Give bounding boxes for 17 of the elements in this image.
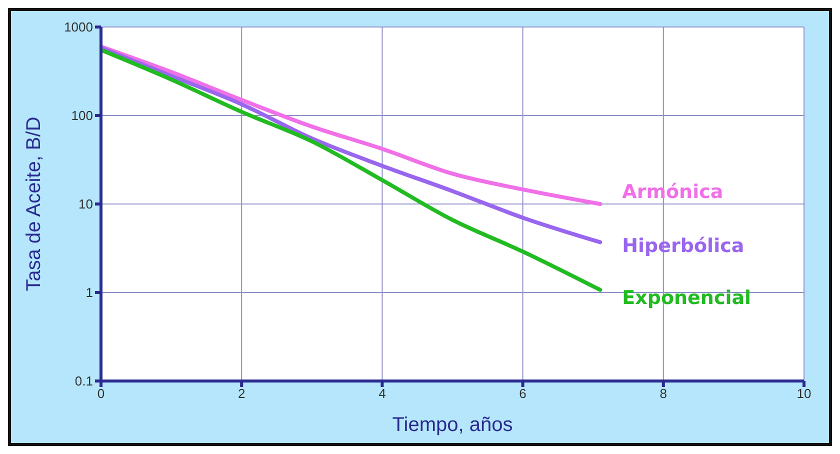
x-tick-label: 8 (660, 386, 668, 402)
series-label: Exponencial (622, 286, 752, 309)
x-tick-label: 4 (378, 386, 386, 402)
line-series (101, 46, 602, 244)
y-tick-label: 100 (71, 108, 93, 124)
y-tick-label: 10 (78, 196, 93, 212)
y-tick-label: 1 (86, 285, 93, 300)
y-tick-label: 0.1 (74, 374, 93, 389)
x-tick-label: 0 (97, 386, 105, 402)
x-axis-title: Tiempo, años (392, 414, 513, 436)
y-tick-label: 1000 (64, 20, 93, 35)
line-series (101, 48, 602, 292)
x-tick-label: 6 (519, 386, 526, 402)
x-tick-label: 10 (796, 386, 812, 402)
line-series (101, 44, 602, 206)
y-axis-title: Tasa de Aceite, B/D (23, 116, 46, 292)
x-tick-label: 2 (238, 386, 246, 402)
